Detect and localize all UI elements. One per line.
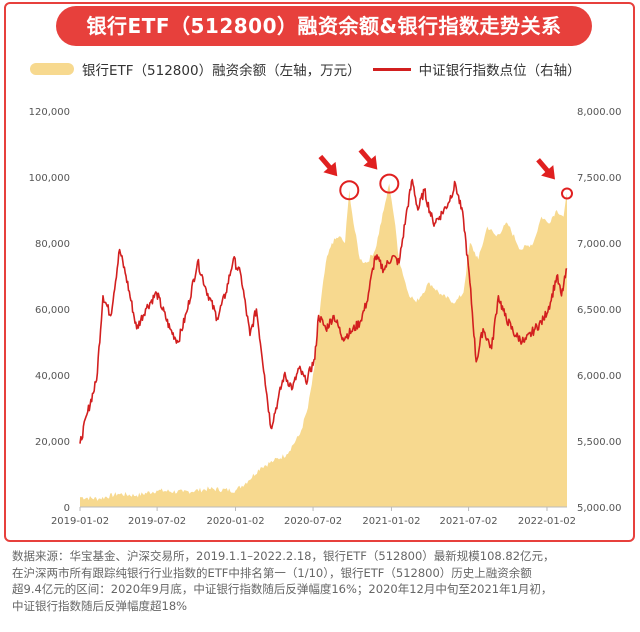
- left-axis-tick-label: 80,000: [35, 239, 70, 250]
- highlight-circle: [379, 173, 400, 194]
- left-axis-tick-label: 120,000: [29, 107, 70, 118]
- legend-line-swatch: [372, 67, 411, 71]
- legend-line-label: 中证银行指数点位（右轴）: [418, 63, 581, 79]
- highlight-circle: [561, 187, 573, 200]
- chart-canvas: 0 20,000 40,000 60,000 80,000 100,000 120,000 5…: [29, 107, 622, 527]
- highlight-markers: [318, 148, 573, 201]
- left-axis-tick-label: 0: [64, 503, 70, 514]
- source-line: 数据来源：华宝基金、沪深交易所，2019.1.1–2022.2.18，银行ETF…: [12, 549, 555, 563]
- right-axis-tick-label: 7,500.00: [577, 173, 622, 184]
- right-axis-tick-label: 7,000.00: [577, 239, 622, 250]
- x-axis-tick-label: 2022-01-02: [518, 516, 576, 527]
- left-axis-tick-label: 60,000: [35, 305, 70, 316]
- chart-title: 银行ETF（512800）融资余额&银行指数走势关系: [56, 6, 592, 46]
- bank-index-line: [79, 178, 568, 444]
- highlight-arrow-head: [363, 155, 378, 170]
- source-line: 在沪深两市所有跟踪纯银行行业指数的ETF中排名第一（1/10），银行ETF（51…: [12, 565, 532, 580]
- axes: 0 20,000 40,000 60,000 80,000 100,000 120,000 5…: [29, 107, 622, 527]
- right-axis-tick-label: 5,000.00: [577, 503, 622, 514]
- right-axis-tick-label: 8,000.00: [577, 107, 622, 118]
- x-axis-tick-label: 2019-07-02: [128, 516, 186, 527]
- left-axis-tick-label: 100,000: [29, 173, 70, 184]
- x-axis-tick-label: 2021-01-02: [362, 516, 420, 527]
- highlight-arrow-head: [323, 161, 338, 177]
- source-line: 超9.4亿元的区间：2020年9月底，中证银行指数随后反弹幅度16%；2020年…: [12, 582, 553, 596]
- x-axis-tick-label: 2019-01-02: [51, 516, 109, 527]
- financing-balance-area: [80, 183, 567, 507]
- financing-balance-series: [80, 183, 567, 507]
- legend-area-label: 银行ETF（512800）融资余额（左轴，万元）: [82, 63, 361, 79]
- legend: 银行ETF（512800）融资余额（左轴，万元） 中证银行指数点位（右轴）: [30, 58, 581, 80]
- bank-index-series: [79, 178, 568, 444]
- left-axis-tick-label: 20,000: [35, 437, 70, 448]
- right-axis-tick-label: 5,500.00: [577, 437, 622, 448]
- x-axis-tick-label: 2021-07-02: [440, 516, 498, 527]
- x-axis-tick-label: 2020-07-02: [284, 516, 342, 527]
- source-note: 数据来源：华宝基金、沪深交易所，2019.1.1–2022.2.18，银行ETF…: [12, 548, 632, 614]
- source-line: 中证银行指数随后反弹幅度超18%: [12, 598, 188, 613]
- highlight-arrow-head: [541, 165, 555, 180]
- highlight-circle: [339, 180, 360, 201]
- right-axis-tick-label: 6,500.00: [577, 305, 622, 316]
- right-axis-tick-label: 6,000.00: [577, 371, 622, 382]
- x-axis-tick-label: 2020-01-02: [206, 516, 264, 527]
- left-axis-tick-label: 40,000: [35, 371, 70, 382]
- legend-area-swatch: [30, 63, 74, 75]
